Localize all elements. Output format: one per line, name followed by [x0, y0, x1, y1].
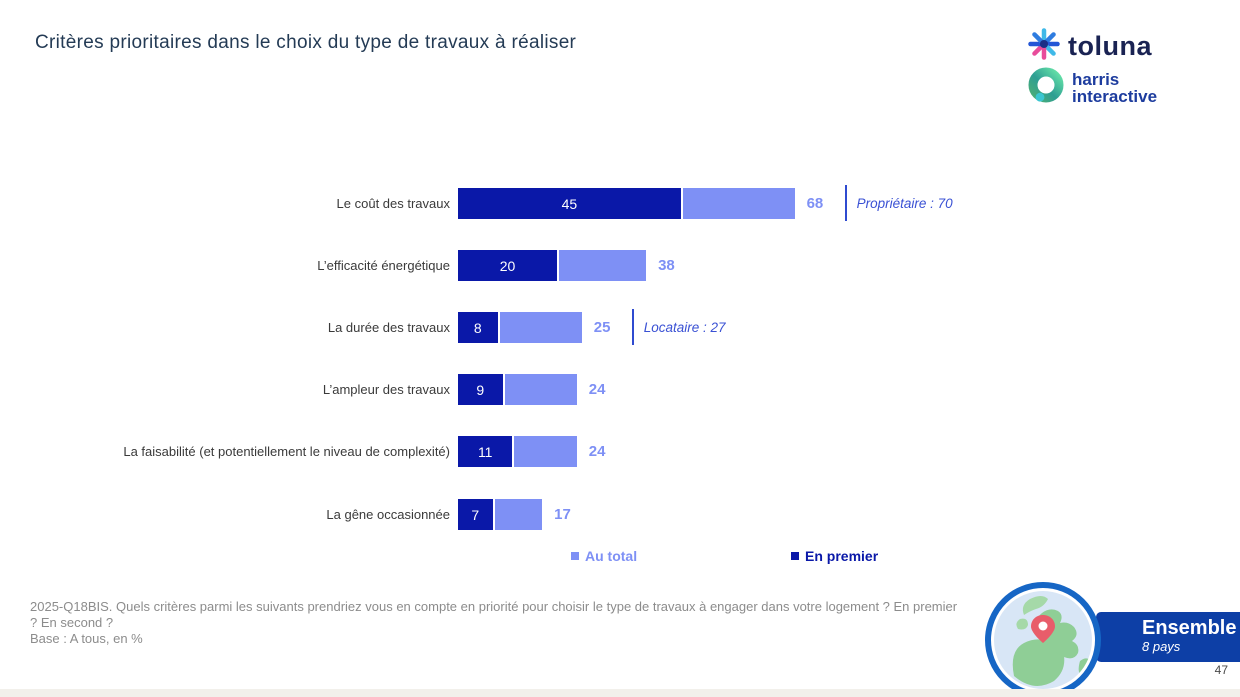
question-text: 2025-Q18BIS. Quels critères parmi les su…: [30, 599, 958, 630]
toluna-asterisk-icon: [1026, 26, 1062, 67]
total-value-label: 24: [588, 381, 606, 398]
category-label: L’ampleur des travaux: [322, 382, 450, 397]
category-label: Le coût des travaux: [336, 196, 450, 211]
bottom-strip: [0, 689, 1240, 697]
chart-row: Le coût des travaux 45 68 Propriétaire : 70: [0, 185, 1240, 221]
category-label: L’efficacité énergétique: [317, 258, 450, 273]
base-text: Base : A tous, en %: [30, 631, 143, 646]
bar-en-premier: 11: [458, 436, 513, 467]
scope-title: Ensemble: [1142, 617, 1237, 639]
total-value-label: 24: [588, 443, 606, 460]
scope-subtitle: 8 pays: [1142, 639, 1181, 654]
total-value-label: 38: [658, 257, 675, 274]
footer-note: 2025-Q18BIS. Quels critères parmi les su…: [30, 599, 965, 647]
harris-word-1: harris: [1072, 69, 1120, 89]
bar-en-premier: 20: [458, 250, 557, 281]
bar-en-premier: 7: [458, 499, 493, 530]
bar-au-total: [514, 436, 577, 467]
annotation-divider: [844, 185, 847, 221]
legend-label-au-total: Au total: [585, 548, 638, 564]
chart-row: La faisabilité (et potentiellement le ni…: [0, 436, 1240, 467]
total-value-label: 25: [593, 319, 611, 336]
total-value-label: 68: [806, 195, 824, 212]
harris-word-2: interactive: [1072, 86, 1158, 106]
legend-item-en-premier: En premier: [791, 548, 878, 564]
bar-en-premier: 45: [458, 188, 681, 219]
bar-au-total: [682, 188, 795, 219]
bar-au-total: [499, 312, 582, 343]
scope-badge: Ensemble 8 pays: [1096, 612, 1240, 662]
chart-row: L’efficacité énergétique 20 38: [0, 250, 1240, 281]
toluna-wordmark: toluna: [1068, 31, 1152, 61]
category-label: La durée des travaux: [327, 320, 450, 335]
legend-label-en-premier: En premier: [805, 548, 879, 564]
legend-swatch-au-total: [571, 552, 579, 560]
category-label: La gêne occasionnée: [326, 507, 450, 522]
bar-au-total: [504, 374, 577, 405]
chart-row: La durée des travaux 8 25 Locataire : 27: [0, 309, 1240, 345]
legend-swatch-en-premier: [791, 552, 799, 560]
page-number: 47: [1214, 663, 1228, 677]
harris-ring-icon: [1026, 65, 1066, 110]
location-pin-icon: [1031, 615, 1055, 643]
legend-item-au-total: Au total: [571, 548, 637, 564]
bar-en-premier: 8: [458, 312, 498, 343]
bar-au-total: [494, 499, 543, 530]
harris-wordmark: harris interactive: [1072, 71, 1157, 105]
page-title: Critères prioritaires dans le choix du t…: [35, 32, 577, 53]
annotation-text: Propriétaire : 70: [856, 196, 953, 211]
bar-au-total: [559, 250, 647, 281]
chart-row: L’ampleur des travaux 9 24: [0, 374, 1240, 405]
globe-icon: [984, 581, 1102, 697]
chart-row: La gêne occasionnée 7 17: [0, 499, 1240, 530]
total-value-label: 17: [554, 506, 571, 523]
category-label: La faisabilité (et potentiellement le ni…: [123, 444, 450, 459]
annotation-text: Locataire : 27: [643, 320, 726, 335]
toluna-harris-logo: toluna harris intera: [1026, 26, 1216, 110]
bar-en-premier: 9: [458, 374, 503, 405]
annotation-divider: [631, 309, 634, 345]
